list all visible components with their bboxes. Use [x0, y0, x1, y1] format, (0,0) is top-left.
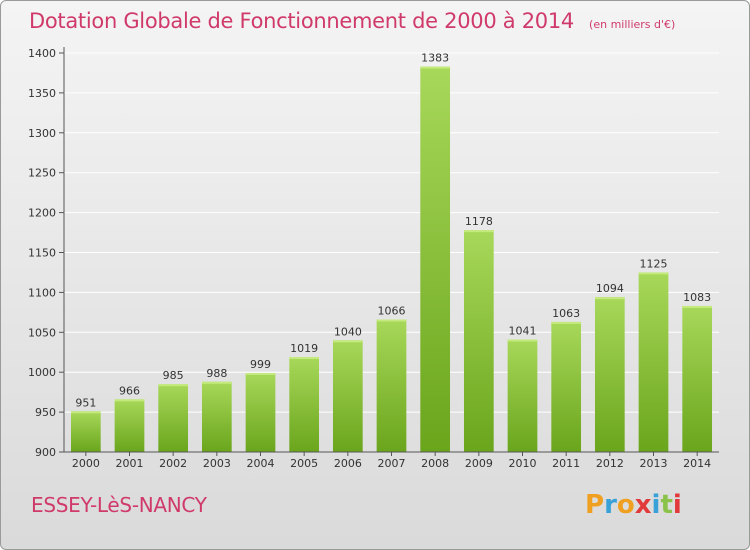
data-label-2011: 1063 — [552, 307, 580, 320]
y-tick-label: 1100 — [28, 286, 56, 299]
x-tick-label-2012: 2012 — [596, 457, 624, 470]
bar-top-highlight — [507, 339, 538, 342]
y-tick-label: 1400 — [28, 47, 56, 60]
bar-top-highlight — [70, 411, 101, 414]
data-label-2012: 1094 — [596, 282, 624, 295]
x-tick-label-2013: 2013 — [640, 457, 668, 470]
bar-top-highlight — [682, 305, 713, 308]
bar-top-highlight — [594, 297, 625, 300]
bar-2012 — [594, 297, 625, 452]
bar-top-highlight — [158, 384, 189, 387]
y-tick-label: 900 — [35, 446, 56, 459]
x-tick-label-2006: 2006 — [334, 457, 362, 470]
x-tick-label-2003: 2003 — [203, 457, 231, 470]
x-tick-label-2002: 2002 — [159, 457, 187, 470]
x-tick-label-2010: 2010 — [509, 457, 537, 470]
x-tick-label-2005: 2005 — [290, 457, 318, 470]
city-name: ESSEY-LèS-NANCY — [31, 493, 207, 517]
bar-top-highlight — [332, 340, 363, 343]
data-label-2007: 1066 — [378, 305, 406, 318]
data-label-2000: 951 — [75, 396, 96, 409]
logo-letter: t — [660, 490, 673, 520]
bar-2001 — [114, 399, 145, 452]
x-tick-label-2008: 2008 — [421, 457, 449, 470]
bar-top-highlight — [245, 372, 276, 375]
x-tick-label-2007: 2007 — [378, 457, 406, 470]
title-row: Dotation Globale de Fonctionnement de 20… — [29, 9, 675, 33]
data-label-2005: 1019 — [290, 342, 318, 355]
logo-letter: i — [672, 490, 682, 520]
data-label-2013: 1125 — [640, 257, 668, 270]
logo-letter: P — [585, 490, 605, 520]
bar-2009 — [463, 230, 494, 452]
data-label-2003: 988 — [206, 367, 227, 380]
bar-2000 — [70, 411, 101, 452]
bar-2007 — [376, 319, 407, 452]
x-tick-label-2011: 2011 — [552, 457, 580, 470]
data-label-2004: 999 — [250, 358, 271, 371]
bar-top-highlight — [463, 230, 494, 233]
bar-top-highlight — [638, 272, 669, 275]
bar-2014 — [682, 305, 713, 452]
x-tick-label-2004: 2004 — [247, 457, 275, 470]
bar-layer — [70, 66, 713, 452]
bar-top-highlight — [114, 399, 145, 402]
chart-title: Dotation Globale de Fonctionnement de 20… — [29, 9, 574, 33]
data-label-2001: 966 — [119, 384, 140, 397]
x-tick-label-2000: 2000 — [72, 457, 100, 470]
data-label-2002: 985 — [163, 369, 184, 382]
logo-letter: x — [634, 490, 652, 520]
data-label-2006: 1040 — [334, 325, 362, 338]
y-tick-label: 1050 — [28, 326, 56, 339]
y-tick-label: 1250 — [28, 167, 56, 180]
data-label-2008: 1383 — [421, 52, 449, 65]
x-tick-label-2009: 2009 — [465, 457, 493, 470]
bar-top-highlight — [551, 321, 582, 324]
axis-layer: 900 950 1000 1050 1100 1150 1200 1250 1300 1350 14… — [28, 47, 719, 470]
y-tick-label: 1000 — [28, 366, 56, 379]
bar-top-highlight — [420, 66, 451, 69]
x-tick-label-2014: 2014 — [683, 457, 711, 470]
bar-2004 — [245, 372, 276, 452]
label-layer: 951 966 985 988 999 1019 1040 1066 1383 1178 1041 1… — [75, 52, 711, 410]
bar-2011 — [551, 321, 582, 452]
logo-letter: o — [616, 490, 635, 520]
bar-2013 — [638, 272, 669, 452]
bar-2006 — [332, 340, 363, 452]
logo-letter: i — [651, 490, 661, 520]
bar-top-highlight — [289, 357, 320, 360]
y-tick-label: 1200 — [28, 207, 56, 220]
bar-2010 — [507, 339, 538, 452]
y-tick-label: 1350 — [28, 87, 56, 100]
bar-2005 — [289, 357, 320, 452]
bar-2003 — [201, 381, 232, 452]
unit-note: (en milliers d'€) — [589, 18, 676, 31]
bar-top-highlight — [201, 381, 232, 384]
data-label-2010: 1041 — [509, 324, 537, 337]
y-tick-label: 950 — [35, 406, 56, 419]
bar-2002 — [158, 384, 189, 452]
y-tick-label: 1300 — [28, 127, 56, 140]
x-tick-label-2001: 2001 — [116, 457, 144, 470]
data-label-2014: 1083 — [683, 291, 711, 304]
bar-2008 — [420, 66, 451, 452]
proxiti-logo[interactable]: Proxiti — [585, 490, 682, 520]
logo-letter: r — [604, 490, 617, 520]
bar-top-highlight — [376, 319, 407, 322]
data-label-2009: 1178 — [465, 215, 493, 228]
y-tick-label: 1150 — [28, 247, 56, 260]
